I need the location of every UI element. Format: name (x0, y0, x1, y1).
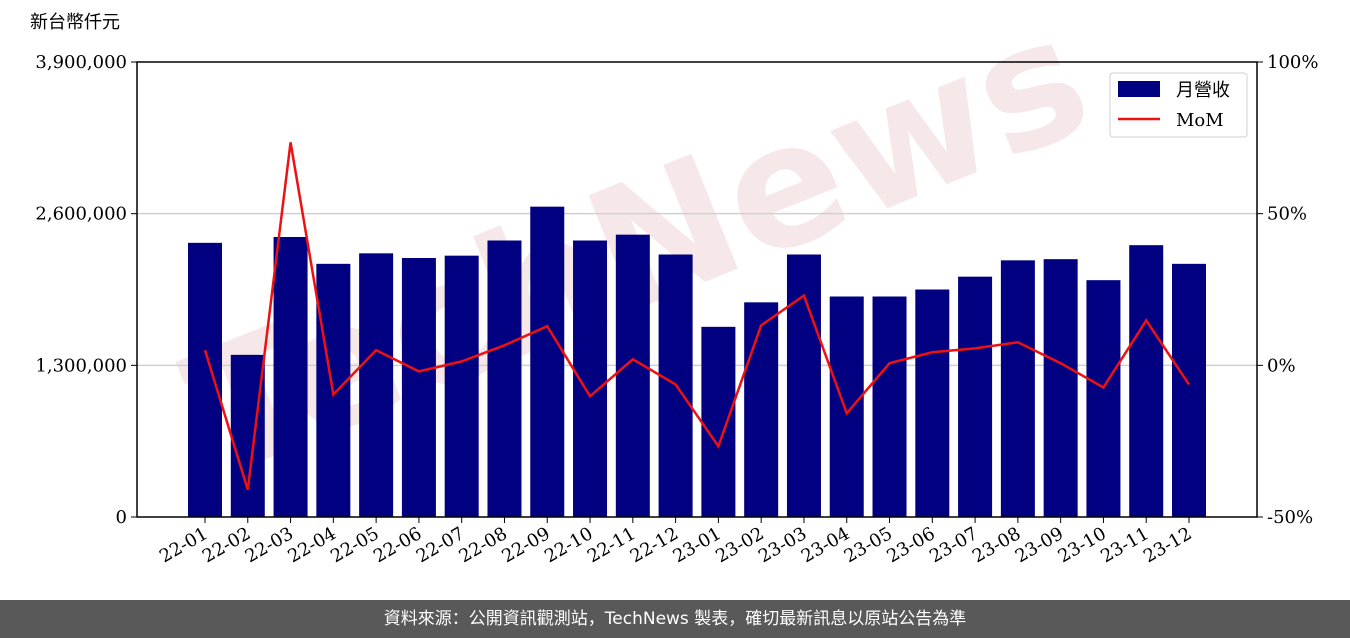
x-tick-label: 22-04 (284, 523, 339, 567)
bar (444, 255, 479, 517)
bar (359, 253, 394, 518)
y-tick-label: 3,900,000 (35, 52, 127, 73)
x-tick-label: 22-07 (413, 523, 468, 567)
x-tick-label: 23-07 (926, 523, 981, 567)
x-tick-label: 23-10 (1054, 523, 1109, 567)
x-tick-label: 23-01 (669, 523, 724, 567)
bar (615, 234, 650, 517)
bar (744, 302, 779, 517)
bar (1129, 245, 1164, 517)
plot-frame (136, 61, 1258, 518)
bar (230, 354, 265, 517)
line (203, 142, 1191, 491)
footer-source: 資料來源：公開資訊觀測站，TechNews 製表，確切最新訊息以原站公告為準 (0, 600, 1350, 638)
bar (958, 276, 993, 517)
x-tick-label: 23-02 (712, 523, 767, 567)
x-tick-label: 23-12 (1140, 523, 1195, 567)
y2-tick-label: 50% (1267, 204, 1307, 225)
y-axis-label: 新台幣仟元 (30, 12, 120, 33)
x-tick-label: 22-12 (627, 523, 682, 567)
x-tick-label: 22-02 (199, 523, 254, 567)
bar (701, 326, 736, 517)
chart: 新台幣仟元 TechNews 01,300,0002,600,0003,900,… (30, 0, 1318, 567)
x-tick-label: 23-08 (969, 523, 1024, 567)
legend-label: MoM (1176, 110, 1224, 131)
x-tick-label: 22-09 (498, 523, 553, 567)
x-tick-label: 23-06 (883, 523, 938, 567)
bar (829, 296, 864, 517)
bar (1086, 280, 1121, 517)
legend-swatch (1118, 81, 1160, 97)
x-tick-label: 23-05 (841, 523, 896, 567)
y2-tick-label: 0% (1267, 355, 1296, 376)
x-tick-label: 22-03 (242, 523, 297, 567)
y-tick-label: 0 (116, 507, 127, 528)
bar (273, 237, 308, 517)
x-tick-label: 23-04 (798, 523, 853, 567)
bar (487, 240, 522, 517)
bar (1000, 260, 1035, 517)
x-tick-label: 22-08 (456, 523, 511, 567)
x-tick-label: 23-11 (1097, 523, 1152, 567)
y-tick-label: 2,600,000 (35, 204, 127, 225)
bar (188, 242, 222, 518)
bar (401, 258, 436, 517)
y-tick-label: 1,300,000 (35, 355, 127, 376)
x-tick-label: 23-03 (755, 523, 810, 567)
x-tick-label: 22-06 (370, 523, 425, 567)
x-tick-label: 22-01 (156, 523, 211, 567)
bar (915, 289, 950, 517)
y2-tick-label: 100% (1267, 52, 1318, 73)
bar (1172, 263, 1206, 517)
x-tick-label: 22-11 (584, 523, 639, 567)
bar (786, 254, 821, 517)
bar (530, 206, 565, 517)
bar (872, 296, 907, 517)
x-tick-label: 23-09 (1012, 523, 1067, 567)
x-tick-label: 22-05 (327, 523, 382, 567)
bar (1043, 259, 1078, 517)
legend-label: 月營收 (1176, 80, 1230, 101)
y2-tick-label: -50% (1267, 507, 1313, 528)
x-tick-label: 22-10 (541, 523, 596, 567)
